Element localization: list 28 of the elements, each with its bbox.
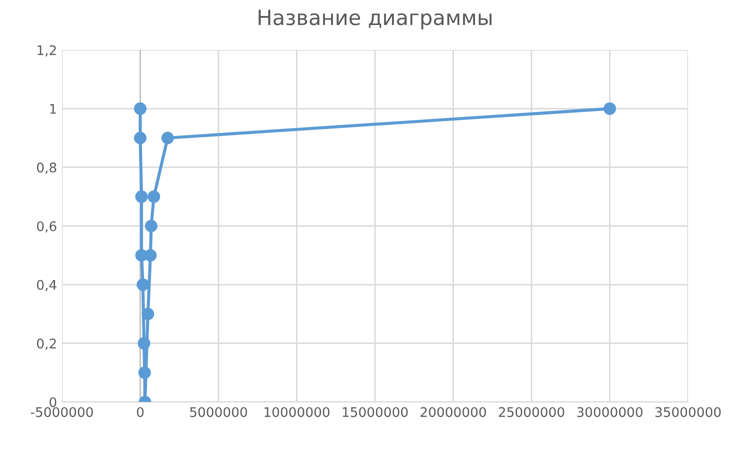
point (148, 190, 160, 203)
point (138, 366, 151, 379)
x-tick-label: -5000000 (30, 407, 93, 418)
chart-title: Название диаграммы (258, 10, 492, 30)
x-tick-label: 0 (136, 407, 144, 418)
point (136, 278, 150, 291)
x-tick-label: 25000000 (498, 407, 564, 418)
y-tick-label: 1 (50, 104, 56, 114)
x-tick-label: 15000000 (342, 407, 408, 418)
y-tick-label: 1,2 (38, 45, 56, 57)
point (135, 190, 148, 203)
x-tick-label: 20000000 (420, 407, 486, 418)
point (138, 337, 150, 350)
x-tick-label: 35000000 (655, 407, 721, 418)
y-tick-label: 0,2 (37, 338, 56, 350)
point (134, 102, 146, 115)
y-tick-label: 0,4 (37, 280, 56, 292)
x-tick-label: 5000000 (190, 407, 248, 418)
x-tick-label: 30000000 (577, 407, 642, 418)
point (142, 308, 154, 320)
y-tick-label: 0,8 (37, 162, 56, 174)
y-tick-label: 0,6 (37, 221, 56, 233)
y-tick-label: 0 (50, 397, 56, 408)
point (144, 220, 158, 232)
point (161, 132, 174, 144)
point (604, 102, 616, 115)
point (134, 132, 146, 144)
x-tick-label: 10000000 (264, 407, 330, 418)
